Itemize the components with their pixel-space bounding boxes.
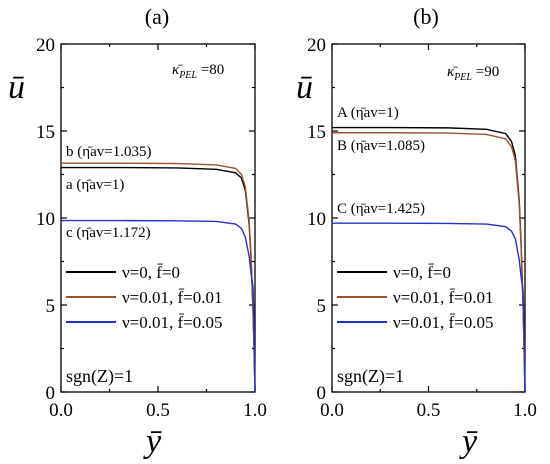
- panel-b-curve-label-b: B (η̄av=1.085): [337, 138, 425, 154]
- panel-a-condition-label: sgn(Z)=1: [66, 366, 133, 387]
- panel-b-y-axis-label: ū: [296, 69, 313, 106]
- panel-b-condition-label: sgn(Z)=1: [337, 366, 404, 387]
- panel-a-kappa-value: =80: [197, 62, 224, 78]
- panel-a-y-tick-label: 0: [46, 383, 56, 404]
- panel-a-legend-label-3: ν=0.01, f̄=0.05: [122, 313, 223, 332]
- panel-b-x-tick-label: 1.0: [513, 400, 537, 421]
- panel-b-kappa-subscript: PEL: [453, 72, 472, 83]
- panel-a-kappa-subscript: PEL: [178, 70, 197, 81]
- panel-a: (a) ū ȳ κ̄PEL =80 b (η̄av=1.035) a (η̄av…: [8, 4, 267, 460]
- panel-b-kappa-label: κ̄PEL =90: [447, 64, 499, 83]
- panel-a-kappa-label: κ̄PEL =80: [172, 62, 224, 81]
- panel-a-legend-label-2: ν=0.01, f̄=0.01: [122, 288, 223, 307]
- panel-a-curve-label-a: a (η̄av=1): [66, 177, 124, 193]
- panel-b: (b) ū ȳ κ̄PEL =90 A (η̄av=1) B (η̄av=1.0…: [296, 4, 537, 460]
- panel-b-legend: ν=0, f̄=0 ν=0.01, f̄=0.01 ν=0.01, f̄=0.0…: [337, 263, 494, 332]
- panel-b-legend-label-3: ν=0.01, f̄=0.05: [393, 313, 494, 332]
- panel-b-kappa-value: =90: [472, 64, 499, 80]
- panel-b-y-tick-label: 15: [307, 122, 326, 143]
- panel-a-kappa-symbol: κ̄: [172, 62, 183, 78]
- panel-a-series-3-line: [61, 219, 256, 393]
- panel-b-plot-frame: [331, 43, 526, 393]
- panel-b-series-3-line: [332, 222, 526, 393]
- panel-a-x-tick-label: 0.5: [146, 400, 170, 421]
- panel-b-x-tick-label: 0.0: [320, 400, 344, 421]
- panel-a-title: (a): [145, 4, 169, 29]
- panel-b-title: (b): [413, 4, 439, 29]
- panel-b-y-tick-label: 10: [307, 209, 326, 230]
- panel-a-y-tick-label: 5: [46, 296, 56, 317]
- panel-a-x-axis-label: ȳ: [143, 423, 162, 460]
- panel-a-x-tick-label: 0.0: [49, 400, 73, 421]
- panel-a-legend-label-1: ν=0, f̄=0: [122, 263, 180, 282]
- panel-b-y-tick-label: 20: [307, 35, 326, 56]
- panel-b-x-axis-label: ȳ: [459, 423, 478, 460]
- panel-b-curve-label-a: A (η̄av=1): [337, 105, 399, 121]
- panel-b-y-tick-label: 5: [317, 296, 327, 317]
- panel-a-plot-frame: [60, 43, 256, 393]
- panel-a-x-tick-label: 1.0: [243, 400, 267, 421]
- panel-a-y-tick-label: 10: [36, 209, 55, 230]
- panel-a-y-tick-label: 15: [36, 122, 55, 143]
- panel-b-kappa-symbol: κ̄: [447, 64, 458, 80]
- panel-a-curve-label-c: c (η̄av=1.172): [66, 225, 151, 241]
- panel-b-legend-label-1: ν=0, f̄=0: [393, 263, 451, 282]
- panel-a-curve-label-b: b (η̄av=1.035): [66, 144, 151, 160]
- panel-a-y-axis-label: ū: [8, 69, 25, 106]
- panel-a-legend: ν=0, f̄=0 ν=0.01, f̄=0.01 ν=0.01, f̄=0.0…: [66, 263, 223, 332]
- panel-b-legend-label-2: ν=0.01, f̄=0.01: [393, 288, 494, 307]
- panel-a-y-tick-label: 20: [36, 35, 55, 56]
- panel-b-y-tick-label: 0: [317, 383, 327, 404]
- panel-b-curve-label-c: C (η̄av=1.425): [337, 201, 425, 217]
- panel-b-x-tick-label: 0.5: [417, 400, 441, 421]
- panel-b-series-1-line: [332, 126, 526, 393]
